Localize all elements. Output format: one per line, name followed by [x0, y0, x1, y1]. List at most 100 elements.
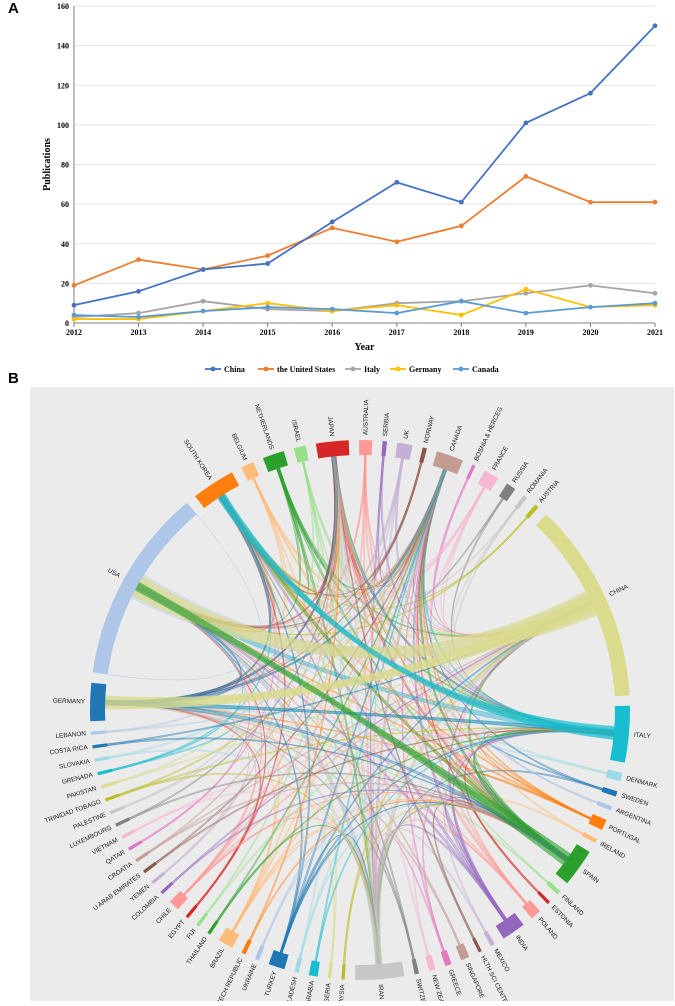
chord-label-uk: UK [403, 429, 412, 440]
arc-germany [90, 682, 107, 722]
point-the-united-states-2019 [523, 173, 529, 179]
arc-romania [514, 495, 528, 510]
chord-label-nigeria: NIGERIA [323, 982, 333, 1001]
y-tick-120: 120 [57, 81, 69, 90]
arc-egypt [185, 904, 198, 919]
arc-croatia [135, 851, 150, 863]
arc-belgium [241, 461, 260, 481]
point-canada-2016 [329, 306, 335, 312]
panel-a-label: A [8, 0, 19, 17]
arc-spain [555, 844, 590, 884]
arc-singapore [455, 943, 470, 961]
y-tick-0: 0 [65, 319, 69, 328]
arc-australia [359, 440, 373, 456]
x-tick-2019: 2019 [518, 328, 534, 337]
point-china-2017 [394, 179, 400, 185]
x-tick-2021: 2021 [647, 328, 663, 337]
arc-sweden [601, 786, 618, 797]
arc-slovakia [94, 756, 110, 762]
point-germany-2018 [458, 312, 464, 318]
series-line-china [73, 25, 656, 307]
arc-hlth-sci-centel [472, 937, 482, 953]
point-china-2012 [71, 302, 77, 308]
gridlines [74, 5, 655, 324]
point-china-2020 [588, 90, 593, 96]
arc-qatar [127, 840, 143, 851]
x-tick-2018: 2018 [453, 328, 469, 337]
point-canada-2012 [71, 312, 77, 318]
arc-serbia [381, 440, 388, 457]
arc-ireland [581, 832, 598, 844]
point-china-2016 [329, 219, 335, 225]
series-line-italy [73, 284, 656, 318]
axes [73, 6, 656, 327]
arc-mexico [483, 930, 495, 947]
arc-uk [395, 442, 413, 460]
arc-brazil [218, 927, 240, 948]
x-tick-2016: 2016 [324, 328, 340, 337]
point-italy-2021 [652, 290, 658, 296]
point-china-2015 [265, 261, 271, 266]
arc-thailand [207, 920, 219, 935]
point-canada-2019 [523, 310, 529, 316]
x-tick-labels: 2012 2013 2014 2015 2016 2017 2018 2019 2020 2021 [66, 328, 663, 337]
arc-colombia [160, 881, 174, 895]
arc-finland [546, 881, 561, 895]
arc-japan [315, 440, 350, 459]
arc-poland [522, 899, 541, 919]
point-the-united-states-2020 [588, 199, 593, 205]
arc-south-korea [195, 472, 240, 509]
legend-marker-the-united-states [263, 366, 269, 372]
chord-label-malaysia: MALAYSIA [337, 984, 346, 1001]
legend-marker-china [210, 366, 216, 372]
point-canada-2018 [458, 298, 464, 304]
chord-label-iran: IRAN [377, 984, 385, 1000]
legend-label-canada: Canada [472, 365, 499, 374]
arc-palestine [109, 805, 125, 815]
arc-netherlands [262, 450, 289, 473]
x-tick-2013: 2013 [131, 328, 147, 337]
point-germany-2019 [523, 286, 529, 292]
point-germany-2017 [394, 302, 400, 308]
chord-label-italy: ITALY [634, 732, 652, 741]
point-canada-2013 [136, 314, 141, 320]
point-the-united-states-2013 [136, 257, 141, 262]
chord-label-germany: GERMANY [53, 698, 86, 706]
arc-greece [440, 949, 452, 967]
y-tick-80: 80 [61, 161, 69, 170]
point-italy-2014 [200, 298, 206, 304]
point-italy-2019 [523, 290, 529, 296]
point-canada-2020 [588, 304, 593, 310]
arc-russia [498, 483, 516, 502]
chord-label-japan: JAPAN [326, 416, 335, 437]
legend-label-italy: Italy [364, 365, 380, 374]
arc-u-arab-emirates [143, 861, 157, 874]
arc-bangladesh [294, 957, 303, 973]
arc-czech-republic [241, 939, 252, 955]
x-axis-title: Year [355, 342, 376, 353]
chord-label-lebanon: LEBANON [55, 730, 86, 740]
x-tick-2012: 2012 [66, 328, 82, 337]
arc-argentina [596, 801, 613, 811]
x-tick-2020: 2020 [582, 328, 598, 337]
arc-yemen [151, 871, 166, 885]
x-tick-2015: 2015 [260, 328, 276, 337]
arc-pakistan [100, 781, 117, 789]
arc-iran [355, 961, 405, 980]
point-germany-2015 [265, 300, 271, 306]
arc-france [477, 470, 499, 491]
chord-label-serbia: SERBIA [382, 412, 391, 437]
arc-india [495, 912, 524, 939]
series-line-canada [73, 300, 656, 318]
arc-ukraine [254, 944, 265, 961]
arc-lebanon [90, 730, 107, 735]
arc-trinidad-tobago [104, 793, 121, 802]
chord-arcs [90, 440, 630, 980]
arc-luxembourg [115, 817, 131, 827]
arc-italy [610, 705, 630, 763]
arc-canada [432, 451, 463, 475]
y-tick-140: 140 [57, 42, 69, 51]
arc-switzerland [411, 958, 420, 975]
x-tick-2017: 2017 [389, 328, 405, 337]
